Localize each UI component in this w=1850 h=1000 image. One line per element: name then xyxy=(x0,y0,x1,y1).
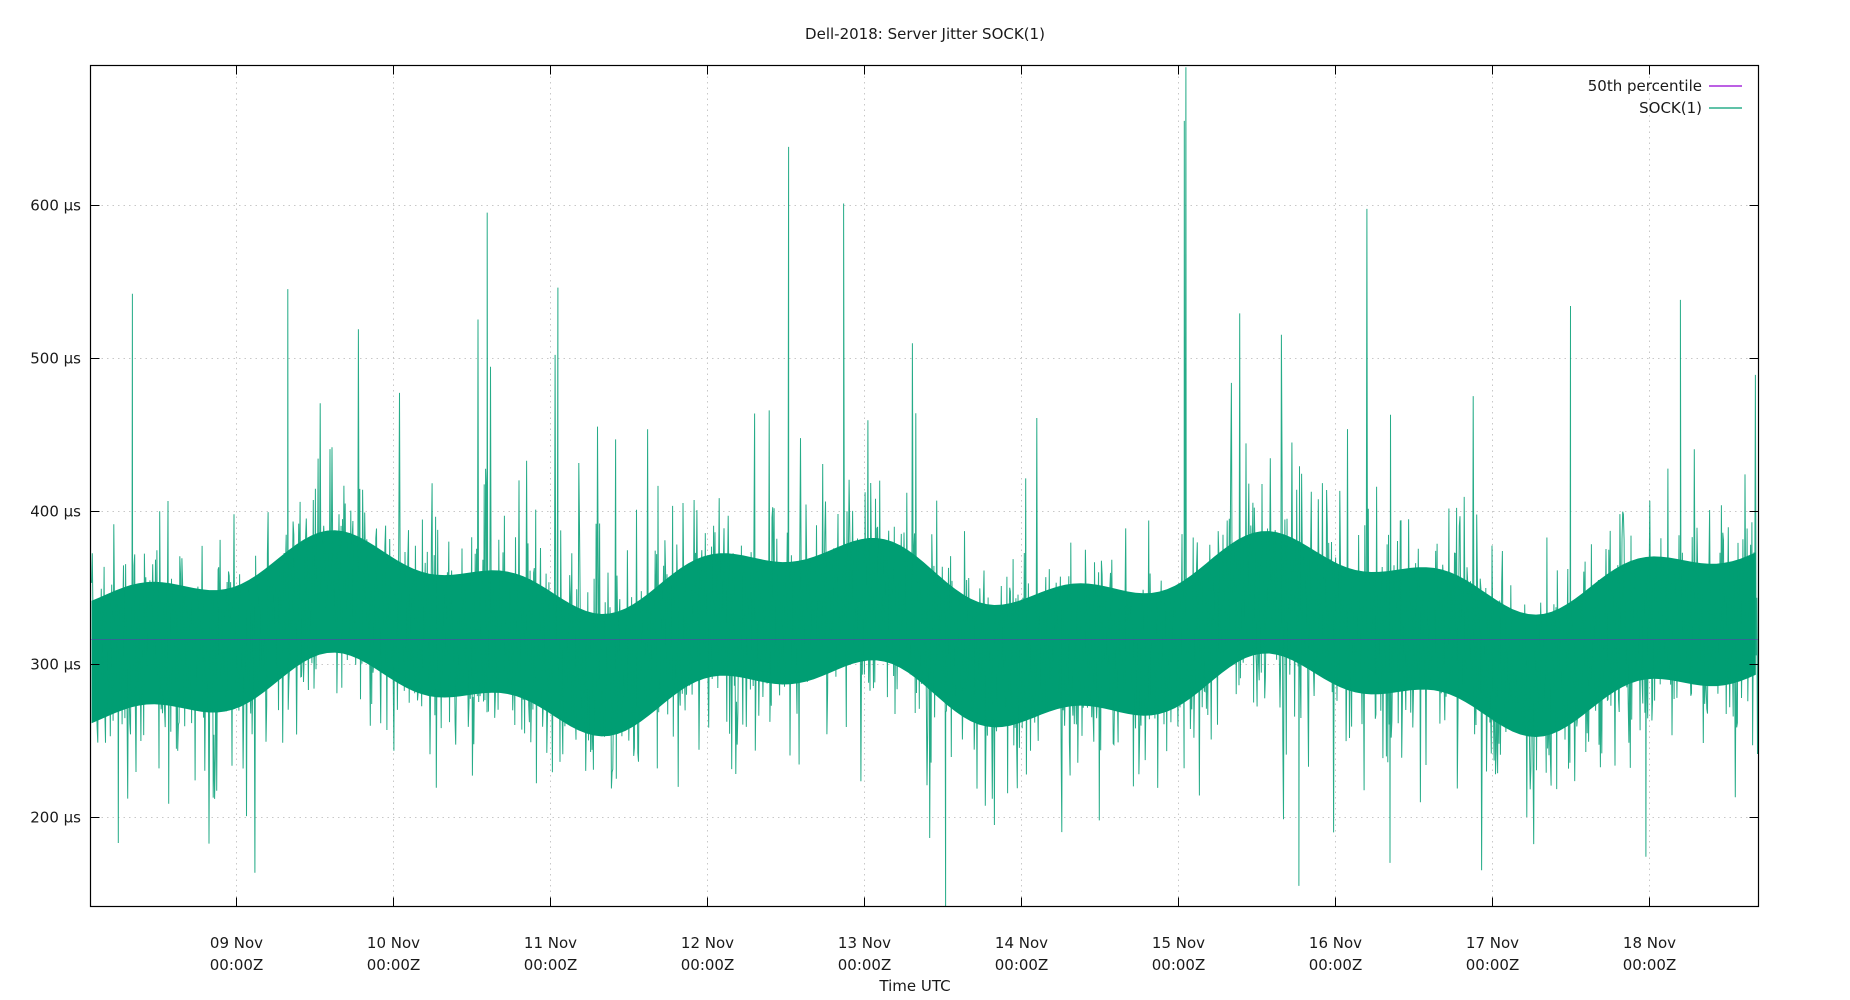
plot-frame xyxy=(89,64,1760,908)
y-axis: 200 µs 300 µs 400 µs 500 µs 600 µs xyxy=(30,197,1759,827)
x-tick-label-time: 00:00Z xyxy=(681,956,735,974)
y-tick-label: 400 µs xyxy=(30,503,81,521)
x-tick-label-date: 15 Nov xyxy=(1152,934,1205,952)
y-tick-label: 300 µs xyxy=(30,656,81,674)
x-tick-label-time: 00:00Z xyxy=(210,956,264,974)
x-tick-label-time: 00:00Z xyxy=(995,956,1049,974)
x-tick-label-date: 12 Nov xyxy=(681,934,734,952)
x-tick-label-date: 14 Nov xyxy=(995,934,1048,952)
legend-label: SOCK(1) xyxy=(1639,99,1702,117)
x-tick-label-date: 09 Nov xyxy=(210,934,263,952)
x-tick-label-time: 00:00Z xyxy=(1309,956,1363,974)
y-tick-label: 600 µs xyxy=(30,197,81,215)
x-tick-label-date: 11 Nov xyxy=(524,934,577,952)
legend: 50th percentile SOCK(1) xyxy=(1588,77,1742,117)
x-tick-label-time: 00:00Z xyxy=(367,956,421,974)
grid-lines xyxy=(90,65,1759,907)
x-tick-label-date: 18 Nov xyxy=(1623,934,1676,952)
y-tick-label: 200 µs xyxy=(30,809,81,827)
x-tick-label-time: 00:00Z xyxy=(1152,956,1206,974)
legend-label: 50th percentile xyxy=(1588,77,1702,95)
chart-title: Dell-2018: Server Jitter SOCK(1) xyxy=(805,25,1045,43)
x-tick-label-time: 00:00Z xyxy=(838,956,892,974)
x-axis: 09 Nov 00:00Z 10 Nov 00:00Z 11 Nov 00:00Z 12 N… xyxy=(210,65,1677,974)
x-tick-label-time: 00:00Z xyxy=(1623,956,1677,974)
x-axis-label: Time UTC xyxy=(878,977,950,995)
series-sock1 xyxy=(91,67,1759,907)
x-tick-label-date: 16 Nov xyxy=(1309,934,1362,952)
x-tick-label-date: 10 Nov xyxy=(367,934,420,952)
x-tick-label-time: 00:00Z xyxy=(524,956,578,974)
x-tick-label-time: 00:00Z xyxy=(1466,956,1520,974)
x-tick-label-date: 17 Nov xyxy=(1466,934,1519,952)
x-tick-label-date: 13 Nov xyxy=(838,934,891,952)
y-tick-label: 500 µs xyxy=(30,350,81,368)
